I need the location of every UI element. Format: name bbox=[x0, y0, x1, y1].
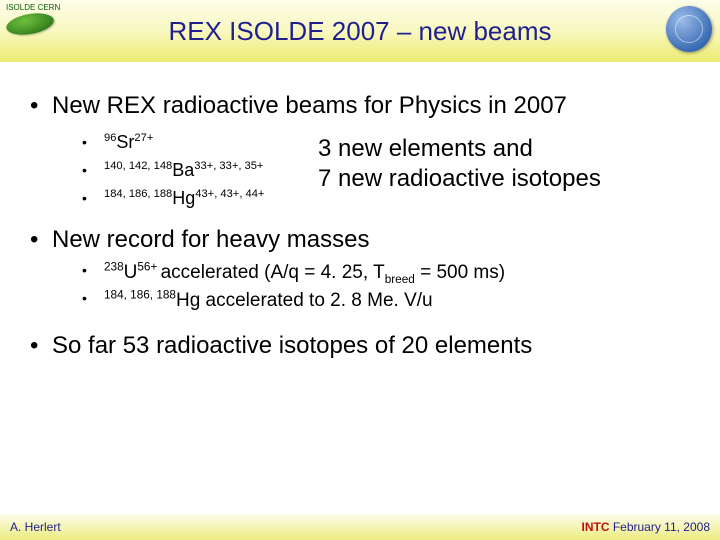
cern-logo-ring bbox=[675, 15, 703, 43]
charge-state: 43+, 43+, 44+ bbox=[195, 188, 264, 200]
element-symbol: Hg bbox=[172, 188, 195, 208]
isotope-sr: 96Sr27+ bbox=[104, 132, 334, 153]
mass-number: 238 bbox=[104, 261, 124, 274]
bullet-2: • New record for heavy masses bbox=[28, 226, 692, 254]
slide-body: • New REX radioactive beams for Physics … bbox=[0, 62, 720, 360]
title-band: ISOLDE CERN REX ISOLDE 2007 – new beams bbox=[0, 0, 720, 62]
callout-text: 3 new elements and 7 new radioactive iso… bbox=[318, 134, 601, 194]
record-row-hg: • 184, 186, 188Hg accelerated to 2. 8 Me… bbox=[82, 290, 692, 318]
callout-line-1: 3 new elements and bbox=[318, 134, 601, 164]
bullet-3-text: So far 53 radioactive isotopes of 20 ele… bbox=[52, 332, 532, 360]
mass-number: 96 bbox=[104, 132, 116, 144]
isotope-list: • 96Sr27+ • 140, 142, 148Ba33+, 33+, 35+… bbox=[28, 128, 692, 212]
bullet-2-text: New record for heavy masses bbox=[52, 226, 369, 254]
isolde-logo: ISOLDE CERN bbox=[6, 4, 76, 44]
footer-author: A. Herlert bbox=[10, 520, 61, 534]
charge-state: 33+, 33+, 35+ bbox=[194, 160, 263, 172]
charge-state: 56+ bbox=[137, 261, 160, 274]
mass-number: 184, 186, 188 bbox=[104, 188, 172, 200]
bullet-dot: • bbox=[82, 262, 104, 278]
element-symbol: Ba bbox=[172, 160, 194, 180]
bullet-dot: • bbox=[28, 92, 52, 120]
element-symbol: U bbox=[124, 262, 138, 283]
element-symbol: Sr bbox=[116, 132, 134, 152]
isolde-logo-oval bbox=[5, 10, 56, 38]
bullet-dot: • bbox=[28, 226, 52, 254]
bullet-dot: • bbox=[28, 332, 52, 360]
bullet-1-text: New REX radioactive beams for Physics in… bbox=[52, 92, 567, 120]
bullet-dot: • bbox=[82, 162, 104, 178]
footer-meeting-code: INTC bbox=[581, 520, 609, 534]
slide-title: REX ISOLDE 2007 – new beams bbox=[169, 16, 552, 47]
record-u-text: 238U56+ accelerated (A/q = 4. 25, Tbreed… bbox=[104, 262, 505, 284]
charge-state: 27+ bbox=[134, 132, 153, 144]
bullet-3: • So far 53 radioactive isotopes of 20 e… bbox=[28, 332, 692, 360]
bullet-1: • New REX radioactive beams for Physics … bbox=[28, 92, 692, 120]
record-row-u: • 238U56+ accelerated (A/q = 4. 25, Tbre… bbox=[82, 262, 692, 290]
footer-meeting: INTC February 11, 2008 bbox=[581, 520, 710, 534]
record-tail-a: accelerated (A/q = 4. 25, T bbox=[161, 262, 385, 283]
record-tail-b: = 500 ms) bbox=[415, 262, 505, 283]
record-list: • 238U56+ accelerated (A/q = 4. 25, Tbre… bbox=[28, 262, 692, 318]
bullet-dot: • bbox=[82, 134, 104, 150]
cern-logo bbox=[666, 6, 712, 52]
isotope-hg: 184, 186, 188Hg43+, 43+, 44+ bbox=[104, 188, 334, 209]
subscript-breed: breed bbox=[385, 273, 415, 286]
record-tail: accelerated to 2. 8 Me. V/u bbox=[200, 290, 432, 311]
mass-number: 140, 142, 148 bbox=[104, 160, 172, 172]
mass-number: 184, 186, 188 bbox=[104, 289, 176, 302]
isolde-logo-text: ISOLDE CERN bbox=[6, 4, 76, 12]
isotope-ba: 140, 142, 148Ba33+, 33+, 35+ bbox=[104, 160, 334, 181]
record-hg-text: 184, 186, 188Hg accelerated to 2. 8 Me. … bbox=[104, 290, 433, 312]
callout-line-2: 7 new radioactive isotopes bbox=[318, 164, 601, 194]
footer-date: February 11, 2008 bbox=[609, 520, 710, 534]
element-symbol: Hg bbox=[176, 290, 200, 311]
bullet-dot: • bbox=[82, 190, 104, 206]
bullet-dot: • bbox=[82, 290, 104, 306]
footer-band: A. Herlert INTC February 11, 2008 bbox=[0, 514, 720, 540]
